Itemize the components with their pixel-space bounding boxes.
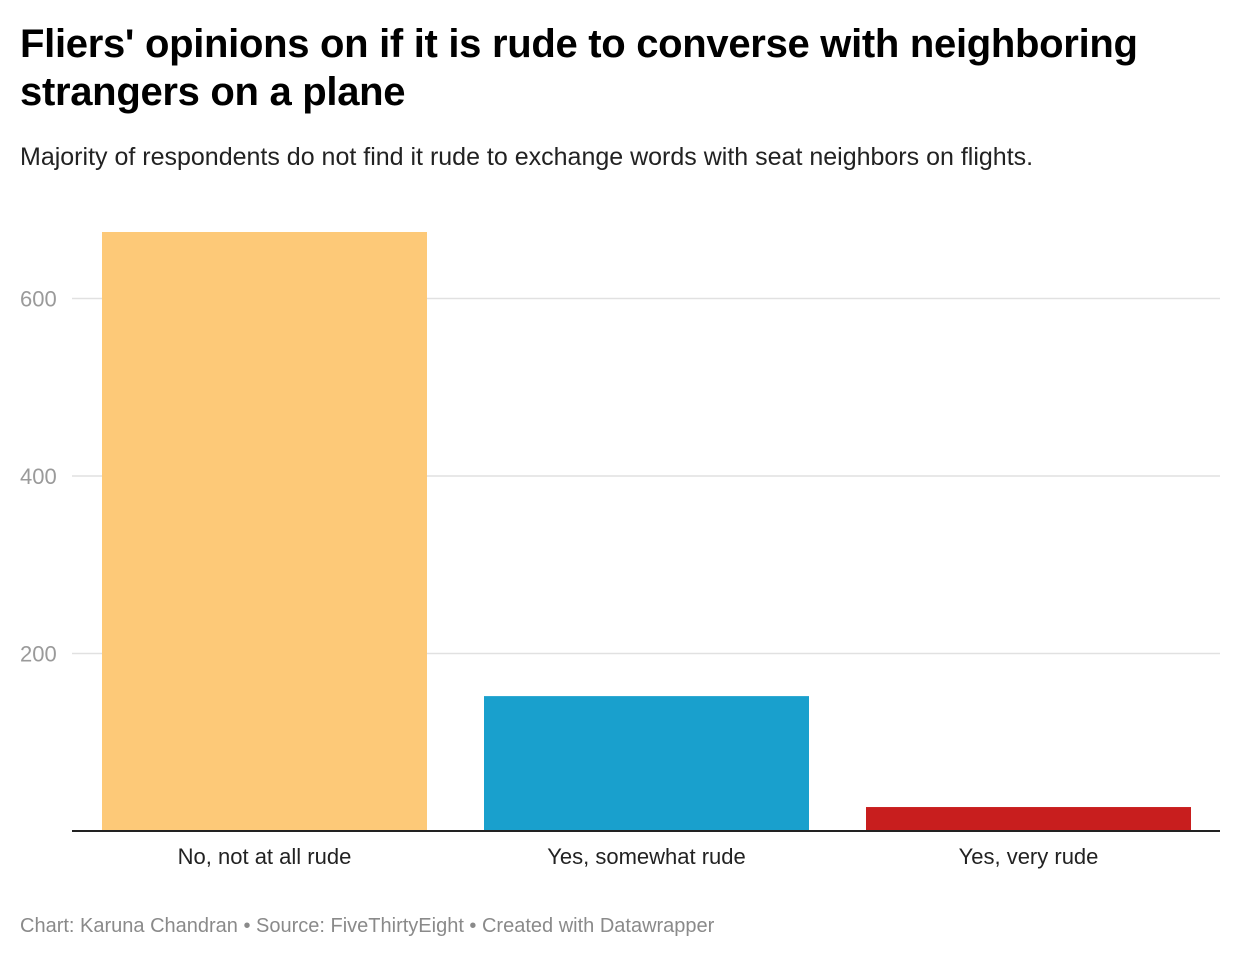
axes: 200 400 600 No, not at all rude Yes, somewha… xyxy=(20,287,1220,869)
chart-credit: Chart: Karuna Chandran • Source: FiveThi… xyxy=(20,915,715,937)
bar xyxy=(102,232,427,831)
x-tick-label: No, not at all rude xyxy=(178,844,352,869)
bar xyxy=(866,807,1191,831)
chart-subtitle: Majority of respondents do not find it r… xyxy=(20,143,1034,171)
y-tick-label: 600 xyxy=(20,287,57,312)
bar xyxy=(484,696,809,831)
x-tick-label: Yes, somewhat rude xyxy=(547,844,746,869)
y-tick-label: 400 xyxy=(20,464,57,489)
bars xyxy=(102,232,1191,831)
chart-title: Fliers' opinions on if it is rude to con… xyxy=(20,22,1138,114)
x-tick-label: Yes, very rude xyxy=(959,844,1099,869)
y-tick-label: 200 xyxy=(20,642,57,667)
bar-chart: 200 400 600 No, not at all rude Yes, somewha… xyxy=(20,232,1220,869)
